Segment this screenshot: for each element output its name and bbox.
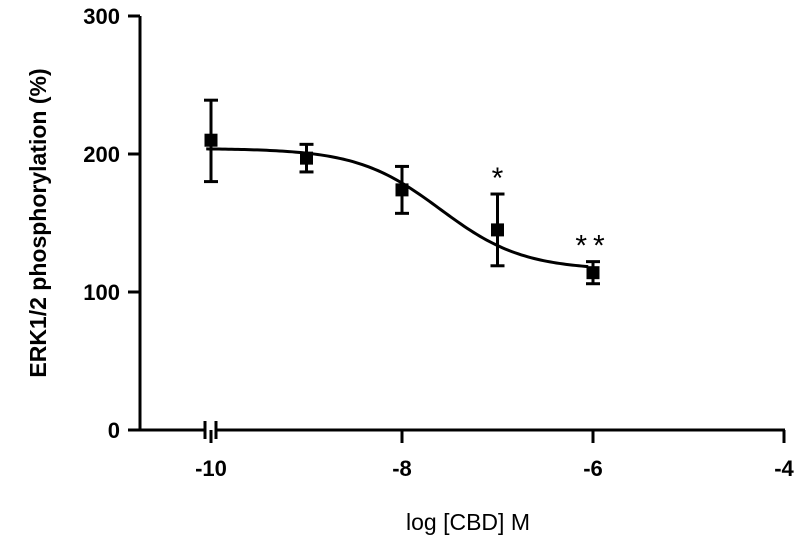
y-ticks: 0 100 200 300 [83, 4, 140, 443]
y-tick-label: 200 [83, 142, 120, 167]
x-tick-label: -10 [195, 456, 227, 481]
x-axis: -10 -8 -6 -4 [140, 421, 795, 481]
data-point [204, 133, 218, 147]
data-point [586, 266, 600, 280]
data-point [300, 151, 313, 165]
data-point [491, 223, 504, 237]
x-tick-label: -4 [774, 456, 794, 481]
significance-annotations: *** [492, 162, 610, 263]
y-tick-label: 0 [108, 418, 120, 443]
data-point [395, 183, 409, 197]
fit-curve [206, 147, 589, 269]
y-tick-label: 300 [83, 4, 120, 29]
plot-area: *** [204, 98, 610, 286]
significance-mark: ** [575, 230, 610, 263]
data-points [204, 98, 600, 286]
x-tick-label: -6 [583, 456, 603, 481]
x-ticks: -10 -8 -6 -4 [195, 430, 795, 481]
significance-mark: * [492, 162, 504, 195]
y-tick-label: 100 [83, 280, 120, 305]
x-axis-title: log [CBD] M [406, 509, 530, 535]
y-axis-title: ERK1/2 phosphorylation (%) [25, 68, 51, 377]
y-axis: 0 100 200 300 [83, 4, 142, 443]
x-tick-label: -8 [392, 456, 412, 481]
